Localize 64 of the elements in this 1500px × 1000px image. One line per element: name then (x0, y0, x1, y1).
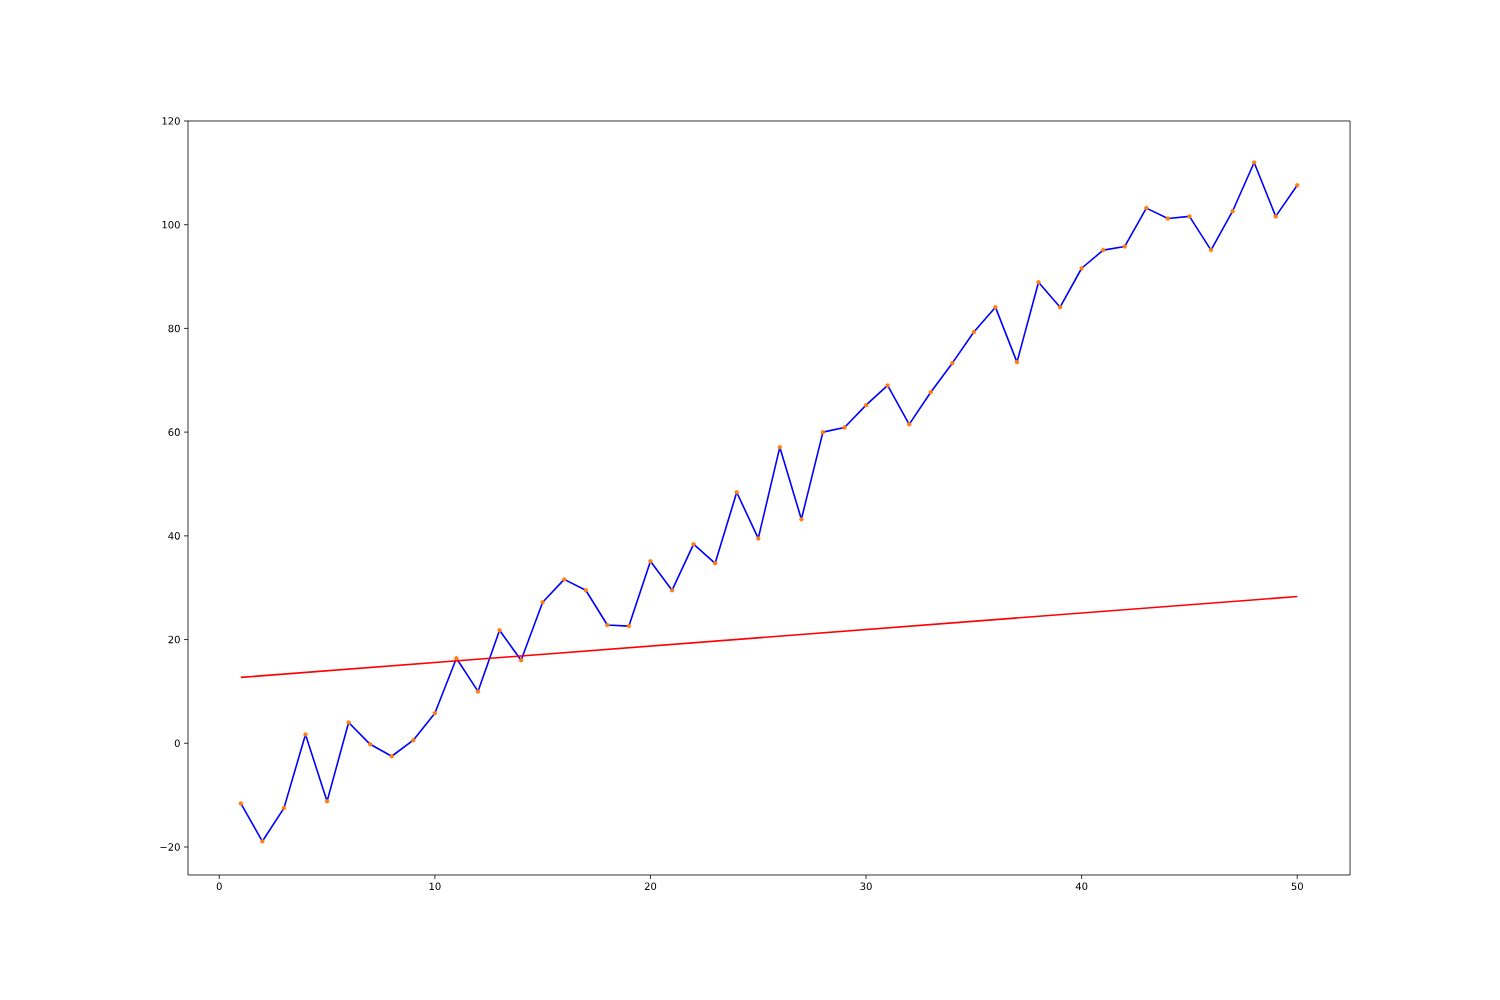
point (1036, 280, 1041, 285)
point (799, 517, 804, 522)
point (842, 425, 847, 430)
point (454, 656, 459, 661)
y-tick-label: −20 (160, 843, 180, 851)
point (863, 402, 869, 408)
x-tick-label: 40 (1075, 882, 1088, 891)
point (367, 742, 373, 747)
y-tick-label: 60 (168, 428, 180, 436)
point (1144, 205, 1149, 211)
y-tick-label: 80 (168, 324, 180, 333)
point (756, 536, 761, 541)
point (928, 390, 933, 395)
point (1079, 266, 1084, 271)
point (324, 799, 330, 804)
x-tick-label: 20 (644, 882, 657, 891)
point (583, 588, 588, 593)
point (1014, 359, 1020, 365)
point (691, 541, 696, 547)
y-tick-label: 20 (168, 635, 180, 644)
y-tick-label: 0 (174, 739, 180, 748)
point (669, 588, 675, 593)
point (475, 689, 481, 694)
y-tick-label: 40 (168, 532, 180, 540)
point (993, 304, 998, 310)
point (712, 561, 718, 566)
point (562, 577, 567, 582)
y-tick-label: 100 (162, 220, 180, 229)
point (238, 801, 244, 806)
point (885, 383, 890, 388)
point (1057, 304, 1063, 310)
point (1165, 216, 1171, 221)
point (1122, 244, 1127, 249)
point (777, 444, 783, 450)
point (906, 422, 912, 427)
point (1251, 160, 1257, 165)
point (281, 805, 287, 811)
point (1187, 214, 1192, 219)
point (432, 711, 438, 716)
point (820, 429, 826, 435)
x-tick-label: 50 (1291, 882, 1303, 891)
point (648, 559, 653, 564)
point (1230, 209, 1235, 214)
point (626, 623, 632, 629)
point (1101, 247, 1106, 253)
point (260, 839, 265, 844)
point (540, 600, 545, 605)
x-tick-label: 30 (860, 882, 872, 891)
point (734, 490, 739, 495)
point (950, 360, 955, 366)
point (497, 628, 502, 633)
point (1273, 214, 1278, 219)
point (411, 737, 416, 743)
x-tick-label: 10 (429, 882, 441, 891)
point (1295, 183, 1300, 188)
point (303, 732, 308, 737)
point (605, 622, 610, 628)
point (346, 720, 351, 725)
y-tick-label: 120 (162, 117, 180, 125)
point (1208, 247, 1214, 253)
x-tick-label: 0 (216, 882, 222, 891)
point (389, 754, 394, 759)
point (518, 658, 524, 663)
point (971, 329, 977, 335)
